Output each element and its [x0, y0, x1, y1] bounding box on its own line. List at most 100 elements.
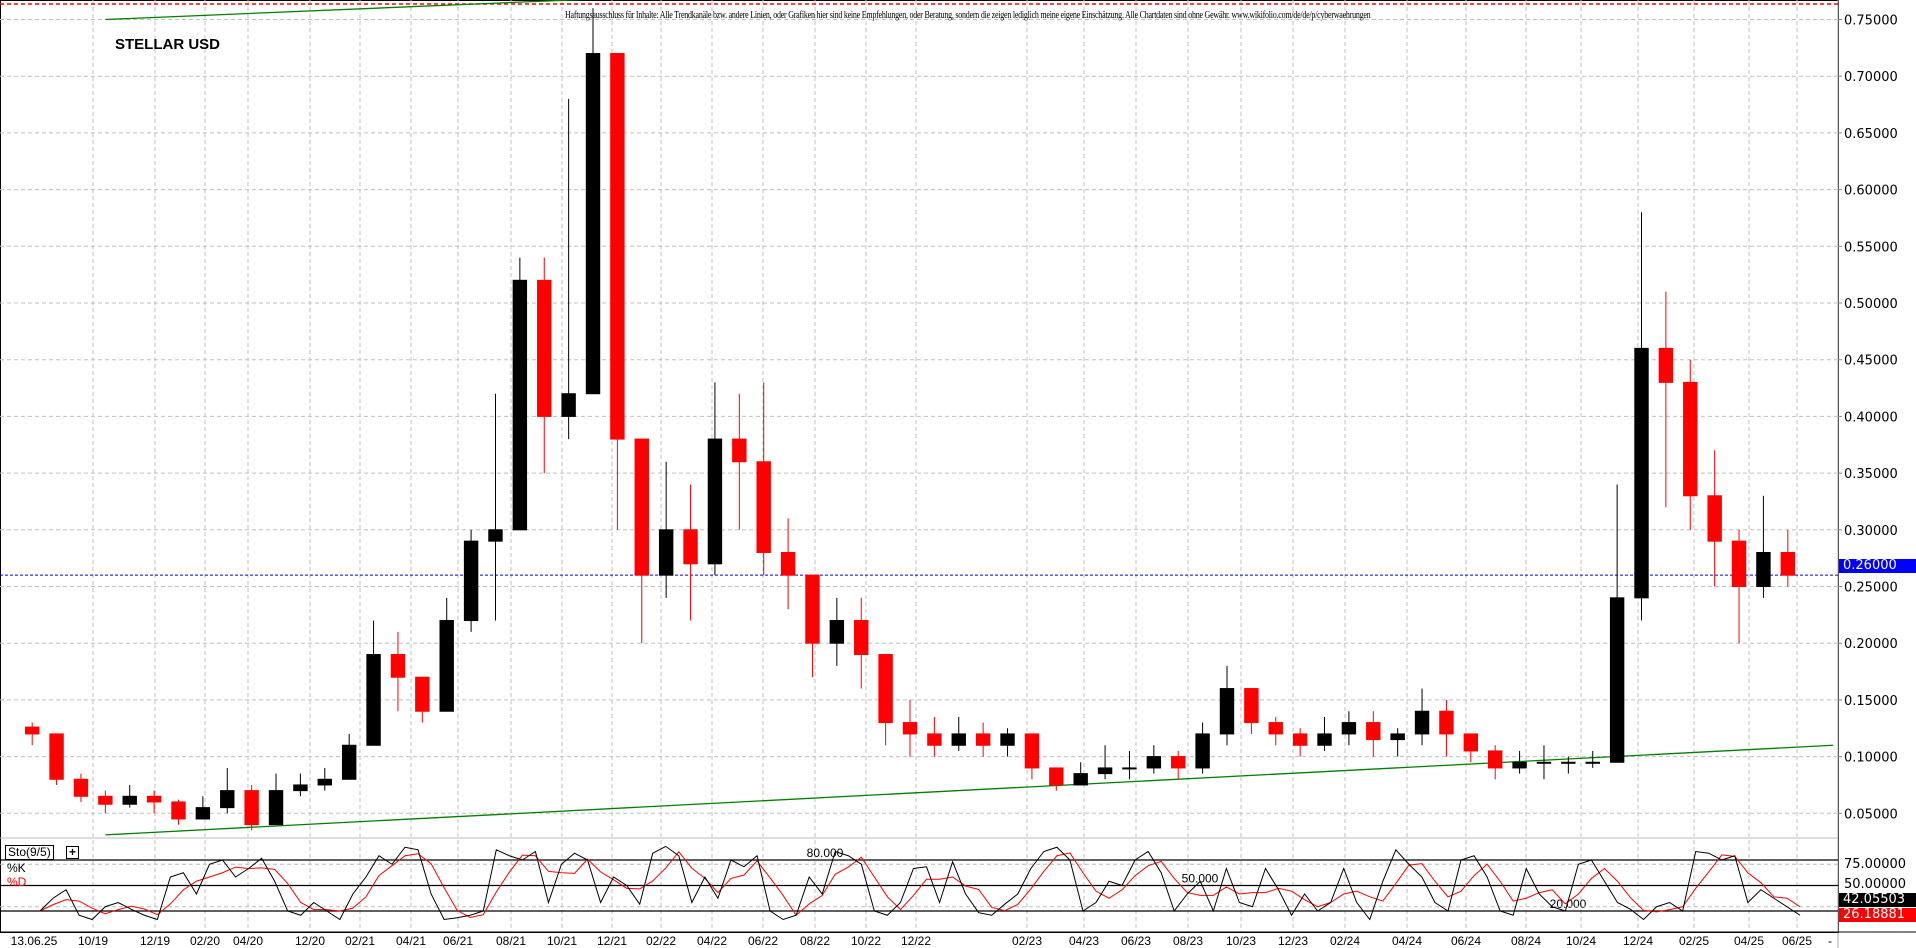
y-tick-label: 0.50000	[1844, 297, 1898, 312]
trendline	[105, 0, 587, 21]
trendlines	[105, 0, 1834, 836]
k-value-badge: 42.05503	[1839, 893, 1916, 907]
x-tick-label: 02/23	[1012, 934, 1042, 948]
candle-body	[1024, 733, 1040, 769]
x-tick-label: 06/22	[748, 934, 778, 948]
disclaimer-text: Haftungsausschluss für Inhalte: Alle Tre…	[565, 10, 1371, 21]
candle-body	[220, 790, 235, 809]
candle-body	[1268, 722, 1283, 735]
candle-body	[1195, 733, 1210, 769]
candle-body	[585, 53, 601, 395]
candle-body	[610, 53, 625, 440]
y-tick-label: 0.15000	[1844, 694, 1898, 709]
candle-body	[98, 795, 113, 805]
candle-body	[1049, 767, 1064, 786]
candle-body	[975, 733, 991, 746]
y-tick-label: 0.35000	[1844, 467, 1898, 482]
stochastic-panel: 80.000 50.000 20.000 75.00000 50.00000	[0, 845, 1906, 921]
y-tick-label: 0.75000	[1844, 14, 1898, 29]
candle-body	[146, 795, 162, 803]
candle-body	[171, 801, 186, 820]
candle-body	[878, 654, 893, 724]
candle-body	[1122, 767, 1137, 770]
candle-body	[488, 529, 503, 542]
level-label: 50.000	[1182, 872, 1219, 886]
candle-body	[366, 654, 381, 746]
candle-body	[829, 620, 845, 644]
x-tick-label: 12/19	[140, 934, 170, 948]
grid	[0, 0, 1839, 948]
candle-body	[1219, 688, 1235, 735]
candle-body	[1000, 733, 1015, 746]
add-indicator-button[interactable]: +	[66, 846, 79, 859]
chart-title: STELLAR USD	[115, 36, 220, 53]
candle-body	[1585, 761, 1600, 764]
candle-body	[780, 551, 796, 576]
candle-body	[512, 279, 528, 531]
candle-body	[683, 529, 698, 565]
candle-body	[1341, 722, 1357, 735]
x-tick-label: 02/25	[1679, 934, 1709, 948]
candle-body	[24, 726, 40, 735]
candle-body	[951, 733, 966, 746]
candle-body	[1244, 688, 1259, 724]
candle-body	[732, 438, 747, 463]
trendline	[105, 744, 1834, 836]
candle-body	[293, 784, 308, 792]
candle-body	[1414, 710, 1430, 735]
k-line	[39, 845, 1801, 921]
candle-body	[390, 654, 406, 678]
indicator-label[interactable]: Sto(9/5)	[5, 845, 54, 860]
price-axis: 0.75000 0.70000 0.65000 0.60000 0.55000 0.500…	[1838, 14, 1898, 822]
candle-body	[1463, 733, 1479, 752]
x-tick-label: 04/22	[697, 934, 727, 948]
x-tick-label: 10/22	[851, 934, 881, 948]
d-legend: %D	[7, 875, 27, 889]
x-tick-label: 04/23	[1069, 934, 1099, 948]
candle-body	[902, 722, 918, 735]
candle-body	[707, 438, 723, 565]
k-legend: %K	[7, 861, 26, 875]
candle-body	[1609, 597, 1625, 763]
x-tick-label: 06/23	[1121, 934, 1151, 948]
candle-body	[268, 790, 284, 826]
candle-body	[1488, 750, 1503, 769]
candle-body	[1097, 767, 1113, 775]
x-tick-label: 13.06.25	[11, 934, 58, 948]
y-tick-label: 0.45000	[1844, 354, 1898, 369]
x-tick-label: 10/19	[78, 934, 108, 948]
x-tick-label: 12/22	[901, 934, 931, 948]
x-tick-label: 02/22	[646, 934, 676, 948]
x-tick-label: 02/21	[345, 934, 375, 948]
x-tick-label: 04/24	[1392, 934, 1422, 948]
x-tick-label: 02/24	[1330, 934, 1360, 948]
candle-body	[1171, 756, 1186, 769]
candle-body	[1536, 761, 1552, 764]
x-tick-label: -	[1828, 934, 1832, 948]
x-tick-label: 12/21	[597, 934, 627, 948]
candle-body	[463, 540, 479, 622]
x-tick-label: 10/23	[1226, 934, 1256, 948]
x-tick-label: 10/21	[547, 934, 577, 948]
y-tick-label: 0.05000	[1844, 807, 1898, 822]
candle-body	[1292, 733, 1308, 746]
x-tick-label: 12/24	[1623, 934, 1653, 948]
candle-body	[1780, 551, 1796, 576]
x-tick-label: 04/25	[1734, 934, 1764, 948]
x-tick-label: 06/24	[1451, 934, 1481, 948]
x-tick-label: 04/21	[396, 934, 426, 948]
candle-body	[439, 620, 454, 712]
d-line	[39, 850, 1801, 919]
candle-body	[1073, 773, 1088, 786]
candle-body	[634, 438, 649, 576]
candle-body	[1317, 733, 1332, 746]
candle-body	[1731, 540, 1747, 588]
candle-body	[1366, 722, 1381, 741]
y-tick-label: 0.70000	[1844, 70, 1898, 85]
candle-body	[73, 778, 89, 797]
current-price-badge: 0.26000	[1839, 559, 1916, 573]
x-tick-label: 08/24	[1511, 934, 1541, 948]
y-tick-label: 0.20000	[1844, 637, 1898, 652]
candle-body	[49, 733, 64, 780]
